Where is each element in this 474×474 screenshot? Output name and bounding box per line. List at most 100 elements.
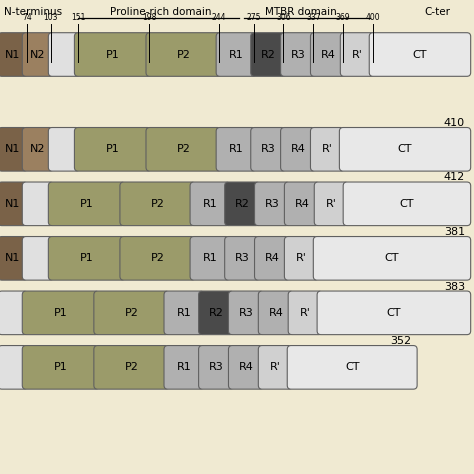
Text: R3: R3 bbox=[238, 308, 254, 318]
Text: Proline-rich domain: Proline-rich domain bbox=[110, 7, 212, 17]
FancyBboxPatch shape bbox=[94, 291, 169, 335]
Text: R4: R4 bbox=[294, 199, 310, 209]
Text: R2: R2 bbox=[209, 308, 224, 318]
Text: N1: N1 bbox=[5, 253, 20, 264]
FancyBboxPatch shape bbox=[199, 291, 234, 335]
FancyBboxPatch shape bbox=[146, 128, 221, 171]
Text: P2: P2 bbox=[151, 253, 164, 264]
Text: P2: P2 bbox=[151, 199, 164, 209]
FancyBboxPatch shape bbox=[343, 182, 471, 226]
FancyBboxPatch shape bbox=[251, 128, 286, 171]
FancyBboxPatch shape bbox=[228, 291, 264, 335]
Text: 337: 337 bbox=[306, 13, 320, 22]
Text: R4: R4 bbox=[268, 308, 283, 318]
Text: P2: P2 bbox=[177, 144, 191, 155]
FancyBboxPatch shape bbox=[0, 182, 27, 226]
Text: P2: P2 bbox=[125, 308, 138, 318]
Text: R1: R1 bbox=[228, 144, 244, 155]
Text: 198: 198 bbox=[142, 13, 156, 22]
FancyBboxPatch shape bbox=[22, 237, 54, 280]
Text: C-ter: C-ter bbox=[424, 7, 450, 17]
Text: P1: P1 bbox=[80, 199, 94, 209]
FancyBboxPatch shape bbox=[0, 128, 27, 171]
Text: R1: R1 bbox=[176, 362, 191, 373]
Text: P1: P1 bbox=[80, 253, 94, 264]
Text: R2: R2 bbox=[235, 199, 250, 209]
FancyBboxPatch shape bbox=[190, 237, 230, 280]
Text: R1: R1 bbox=[202, 199, 218, 209]
FancyBboxPatch shape bbox=[258, 346, 292, 389]
FancyBboxPatch shape bbox=[199, 346, 234, 389]
Text: CT: CT bbox=[400, 199, 414, 209]
Text: 400: 400 bbox=[366, 13, 380, 22]
FancyBboxPatch shape bbox=[281, 128, 316, 171]
FancyBboxPatch shape bbox=[369, 33, 471, 76]
FancyBboxPatch shape bbox=[48, 237, 125, 280]
Text: R': R' bbox=[300, 308, 310, 318]
FancyBboxPatch shape bbox=[22, 33, 54, 76]
Text: R1: R1 bbox=[202, 253, 218, 264]
FancyBboxPatch shape bbox=[258, 291, 293, 335]
Text: P1: P1 bbox=[106, 49, 120, 60]
FancyBboxPatch shape bbox=[74, 33, 151, 76]
Text: R4: R4 bbox=[264, 253, 280, 264]
FancyBboxPatch shape bbox=[255, 237, 290, 280]
FancyBboxPatch shape bbox=[284, 237, 319, 280]
FancyBboxPatch shape bbox=[313, 237, 471, 280]
Text: R': R' bbox=[326, 199, 337, 209]
FancyBboxPatch shape bbox=[22, 182, 54, 226]
Text: R3: R3 bbox=[209, 362, 224, 373]
Text: R4: R4 bbox=[320, 49, 336, 60]
Text: P1: P1 bbox=[106, 144, 120, 155]
Text: 275: 275 bbox=[246, 13, 261, 22]
FancyBboxPatch shape bbox=[74, 128, 151, 171]
FancyBboxPatch shape bbox=[340, 33, 374, 76]
FancyBboxPatch shape bbox=[287, 346, 417, 389]
Text: CT: CT bbox=[345, 362, 359, 373]
Text: R4: R4 bbox=[238, 362, 254, 373]
Text: N2: N2 bbox=[30, 49, 46, 60]
Text: P1: P1 bbox=[54, 362, 68, 373]
Text: R4: R4 bbox=[291, 144, 306, 155]
Text: 306: 306 bbox=[276, 13, 291, 22]
Text: 151: 151 bbox=[71, 13, 85, 22]
Text: R3: R3 bbox=[261, 144, 276, 155]
Text: CT: CT bbox=[387, 308, 401, 318]
Text: 381: 381 bbox=[444, 227, 465, 237]
FancyBboxPatch shape bbox=[216, 33, 256, 76]
FancyBboxPatch shape bbox=[22, 128, 54, 171]
FancyBboxPatch shape bbox=[94, 346, 169, 389]
FancyBboxPatch shape bbox=[22, 291, 99, 335]
Text: CT: CT bbox=[398, 144, 412, 155]
FancyBboxPatch shape bbox=[164, 346, 204, 389]
Text: P2: P2 bbox=[125, 362, 138, 373]
FancyBboxPatch shape bbox=[255, 182, 290, 226]
FancyBboxPatch shape bbox=[251, 33, 286, 76]
Text: CT: CT bbox=[413, 49, 427, 60]
Text: CT: CT bbox=[385, 253, 399, 264]
Text: 369: 369 bbox=[336, 13, 350, 22]
FancyBboxPatch shape bbox=[0, 33, 27, 76]
Text: P1: P1 bbox=[54, 308, 68, 318]
FancyBboxPatch shape bbox=[225, 237, 260, 280]
FancyBboxPatch shape bbox=[0, 291, 27, 335]
FancyBboxPatch shape bbox=[48, 33, 80, 76]
Text: P2: P2 bbox=[177, 49, 191, 60]
FancyBboxPatch shape bbox=[317, 291, 471, 335]
Text: R1: R1 bbox=[228, 49, 244, 60]
Text: N2: N2 bbox=[30, 144, 46, 155]
FancyBboxPatch shape bbox=[120, 237, 195, 280]
Text: R1: R1 bbox=[176, 308, 191, 318]
Text: 74: 74 bbox=[23, 13, 32, 22]
FancyBboxPatch shape bbox=[284, 182, 319, 226]
Text: 103: 103 bbox=[44, 13, 58, 22]
Text: N-terminus: N-terminus bbox=[4, 7, 62, 17]
Text: R': R' bbox=[270, 362, 281, 373]
FancyBboxPatch shape bbox=[228, 346, 264, 389]
FancyBboxPatch shape bbox=[281, 33, 316, 76]
FancyBboxPatch shape bbox=[146, 33, 221, 76]
Text: 412: 412 bbox=[444, 173, 465, 182]
Text: 352: 352 bbox=[390, 336, 411, 346]
Text: R3: R3 bbox=[291, 49, 306, 60]
FancyBboxPatch shape bbox=[0, 237, 27, 280]
